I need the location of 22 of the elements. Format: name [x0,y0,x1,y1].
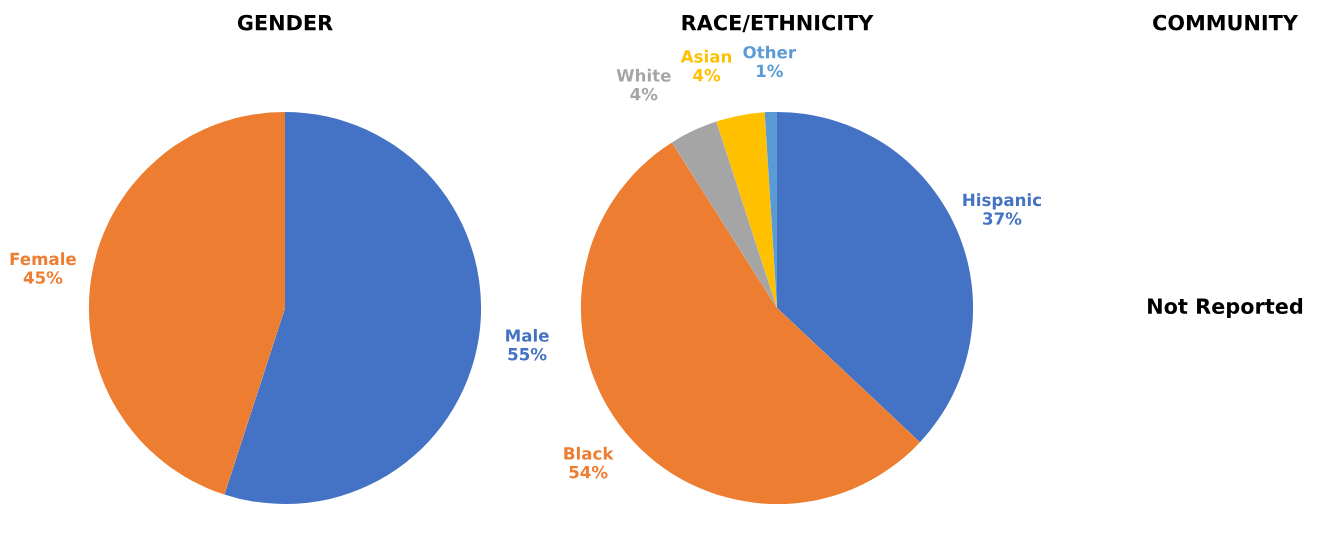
data-label: 1% [757,64,783,78]
data-label: 54% [569,465,608,479]
pie-slice [671,121,777,308]
data-label: 45% [23,271,63,284]
slice-label: Black [564,446,614,460]
slice-label: Female [10,252,76,266]
pie-slice [88,111,285,495]
chart-title: RACE/ETHNICITY [682,14,874,33]
pie-slice [224,111,482,505]
slice-label: Asian [680,49,732,63]
slice-label: Hispanic [963,193,1041,210]
text: Not Reported [1148,297,1303,319]
data-label: 4% [630,87,658,101]
data-label: 37% [983,212,1022,225]
text: COMMUNITY [1153,14,1299,31]
data-label: 4% [693,68,721,82]
slice-label: Other [743,45,797,59]
pie-slice [716,112,777,308]
chart-title: GENDER [237,14,333,31]
slice-label: White [616,68,671,82]
slice-label: Male [506,328,549,342]
data-label: 55% [508,347,547,361]
